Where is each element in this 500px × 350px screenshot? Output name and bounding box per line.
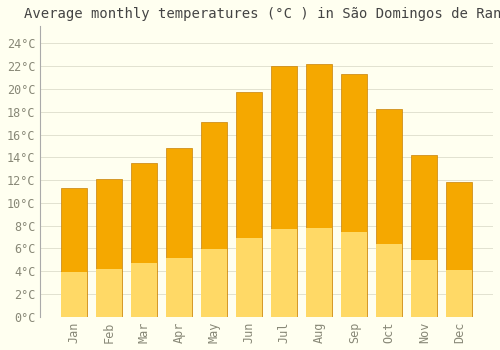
Bar [236, 238, 262, 317]
Bar [306, 228, 332, 317]
Bar [446, 182, 472, 317]
Bar [61, 188, 87, 317]
Title: Average monthly temperatures (°C ) in São Domingos de Rana: Average monthly temperatures (°C ) in Sã… [24, 7, 500, 21]
Bar [411, 155, 438, 317]
Bar [341, 232, 367, 317]
Bar [61, 272, 87, 317]
Bar [411, 260, 438, 317]
Bar [446, 270, 472, 317]
Bar [166, 148, 192, 317]
Bar [201, 122, 228, 317]
Bar [131, 163, 157, 317]
Bar [271, 66, 297, 317]
Bar [236, 92, 262, 317]
Bar [341, 74, 367, 317]
Bar [96, 179, 122, 317]
Bar [131, 263, 157, 317]
Bar [306, 64, 332, 317]
Bar [376, 244, 402, 317]
Bar [166, 258, 192, 317]
Bar [96, 268, 122, 317]
Bar [271, 229, 297, 317]
Bar [376, 110, 402, 317]
Bar [201, 248, 228, 317]
